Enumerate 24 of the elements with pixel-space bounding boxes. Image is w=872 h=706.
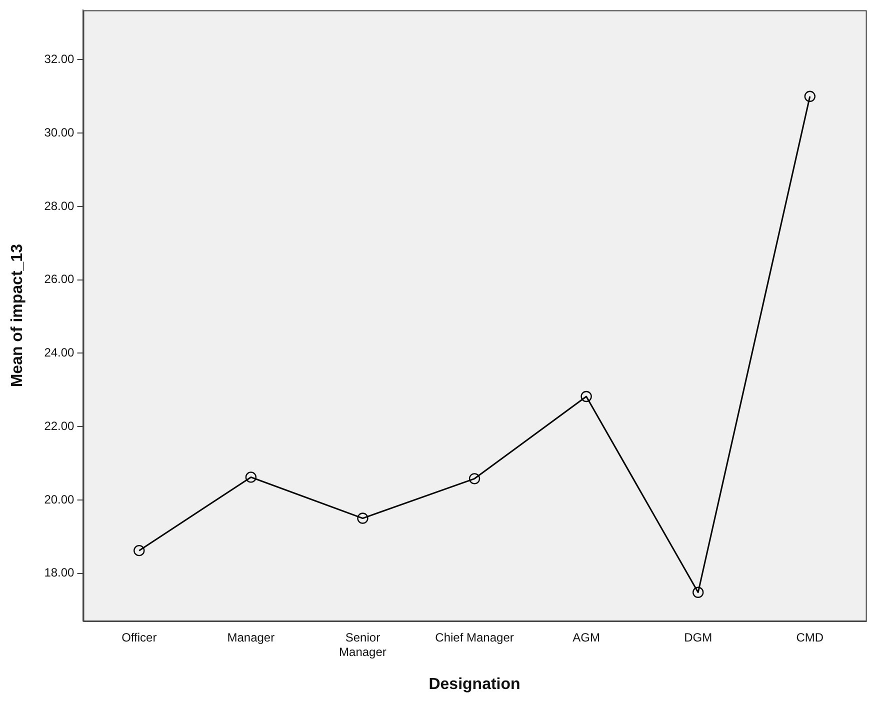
y-tick-label: 22.00	[44, 418, 75, 433]
x-tick-label: Manager	[227, 630, 275, 645]
point	[468, 473, 480, 484]
y-tick-label: 32.00	[44, 52, 75, 66]
x-tick-label: AGM	[572, 630, 600, 645]
y-axis-title: Mean of impact_13	[9, 244, 26, 388]
point	[134, 544, 145, 556]
x-tick-label: DGM	[684, 630, 712, 645]
point	[692, 586, 704, 598]
x-tick-label: Chief Manager	[435, 630, 514, 645]
point	[804, 90, 816, 102]
x-tick-label: Senior Manager	[339, 630, 386, 659]
x-tick-label: Officer	[122, 630, 157, 645]
point	[245, 472, 257, 483]
point	[357, 512, 368, 524]
point	[580, 390, 592, 402]
y-tick-label: 20.00	[44, 492, 75, 506]
y-tick-label: 18.00	[44, 566, 75, 580]
x-tick-label: CMD	[796, 630, 824, 645]
y-tick-label: 24.00	[44, 346, 75, 360]
y-tick-label: 28.00	[44, 198, 75, 213]
y-tick-label: 26.00	[44, 272, 75, 286]
y-tick-label: 30.00	[44, 125, 75, 140]
x-axis-title: Designation	[428, 676, 520, 693]
